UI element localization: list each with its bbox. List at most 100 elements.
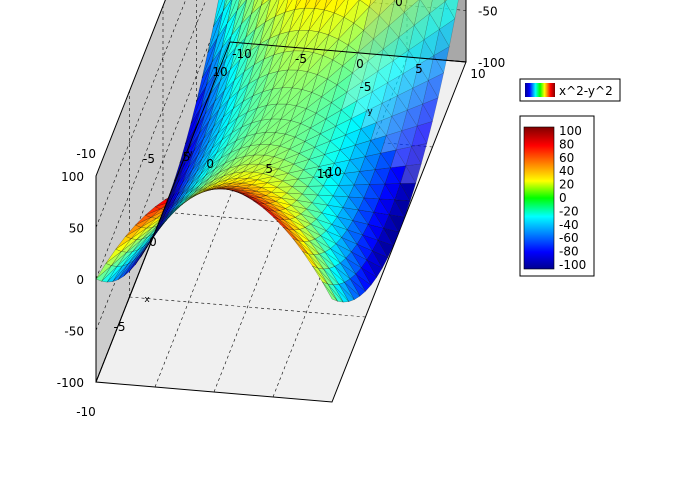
surface-facet — [324, 0, 338, 14]
surface-facet — [443, 0, 446, 2]
y-tick-top-label: 0 — [206, 157, 214, 171]
surface-facet — [371, 82, 388, 104]
z-tick-right-label: -50 — [478, 5, 498, 19]
surface-facet — [407, 103, 423, 127]
surface-facet — [227, 0, 237, 24]
y-tick-label: 10 — [470, 67, 485, 81]
colorbar-tick-label: -40 — [559, 218, 579, 232]
axis-edge — [95, 41, 231, 383]
colorbar-gradient — [523, 126, 555, 270]
colorbar-tick-label: 60 — [559, 151, 574, 165]
legend: x^2-y^2 — [519, 78, 621, 102]
surface-facet — [251, 0, 263, 15]
z-tick-left-label: -100 — [57, 376, 84, 390]
z-tick-left-label: 50 — [69, 222, 84, 236]
surface-facet — [444, 0, 459, 20]
surface-facet — [444, 0, 448, 2]
surface-facet — [378, 0, 395, 17]
surface-facet — [237, 0, 242, 11]
surface-facet — [360, 122, 377, 141]
x-tick-label: 10 — [212, 65, 227, 79]
surface-facet — [341, 100, 358, 119]
z-tick-left-label: 0 — [76, 273, 84, 287]
surface-facet — [260, 0, 264, 6]
surface-facet — [373, 25, 390, 50]
surface-facet — [412, 80, 429, 105]
surface-facet — [392, 49, 409, 75]
surface-facet — [411, 143, 428, 165]
surface-facet — [350, 110, 367, 130]
surface-facet — [394, 0, 396, 2]
surface-facet — [265, 0, 278, 23]
surface-facet — [314, 0, 321, 9]
y-tick-label: 5 — [415, 62, 423, 76]
x-tick-label: -10 — [76, 405, 96, 419]
surface-facet — [422, 97, 439, 122]
surface-facet — [368, 0, 377, 8]
colorbar-tick-label: 100 — [559, 124, 582, 138]
colorbar-tick-label: -60 — [559, 231, 579, 245]
grid-line — [154, 46, 290, 388]
surface-facet — [402, 64, 419, 89]
surface-facet — [284, 0, 293, 13]
x-tick-label: 5 — [183, 150, 191, 164]
x-tick-top-label: -5 — [360, 80, 372, 94]
surface-facet — [222, 0, 231, 11]
surface-facet — [401, 125, 418, 148]
surface-facet — [381, 95, 398, 117]
surface-facet — [369, 0, 383, 16]
surface-facet — [390, 165, 407, 184]
surface-facet — [405, 163, 422, 184]
surface-facet — [429, 0, 446, 14]
y-tick-label: 0 — [356, 57, 364, 71]
y-axis-label-top: y — [187, 149, 193, 159]
grid-line — [95, 0, 186, 228]
surface-facet — [359, 0, 371, 8]
y-tick-top-label: 5 — [265, 162, 273, 176]
y-tick-top-label: -5 — [143, 152, 155, 166]
surface-facet — [383, 36, 400, 62]
legend-label: x^2-y^2 — [559, 84, 613, 98]
surface-facet — [237, 0, 247, 11]
colorbar-tick-label: -20 — [559, 204, 579, 218]
surface-facet — [251, 0, 258, 15]
surface-facet — [423, 28, 440, 57]
surface-facet — [294, 0, 307, 10]
y-axis-label: y — [367, 107, 373, 117]
surface-facet — [284, 0, 298, 13]
surface-facet — [352, 60, 369, 82]
surface-facet — [420, 0, 433, 14]
surface-facet — [363, 14, 380, 40]
axis-edge — [229, 41, 467, 63]
grid-line — [95, 0, 207, 280]
surface-facet — [386, 130, 402, 151]
surface-facet — [222, 0, 228, 11]
colorbar-tick-label: -100 — [559, 258, 586, 272]
surface-facet — [314, 0, 327, 10]
surface-facet — [241, 0, 253, 24]
surface-facet — [213, 0, 223, 27]
y-tick-top-label: -10 — [76, 147, 96, 161]
legend-swatch — [525, 83, 555, 97]
surface-facet — [304, 0, 311, 9]
x-tick-top-label: -10 — [322, 165, 342, 179]
colorbar-tick-label: -80 — [559, 245, 579, 259]
z-tick-right-label: -100 — [478, 56, 505, 70]
colorbar-tick-label: 80 — [559, 137, 574, 151]
z-tick-left-label: 100 — [61, 170, 84, 184]
colorbar-tick-label: 0 — [559, 191, 567, 205]
x-tick-top-label: 0 — [395, 0, 403, 9]
surface-facet — [404, 0, 419, 13]
y-tick-top-label: 10 — [317, 167, 332, 181]
axis-frame — [95, 0, 467, 383]
tick-labels: -10-50510-10-50510-100-50050100-100-5005… — [57, 0, 505, 419]
surface-facet — [413, 12, 430, 41]
axis-labels: xyxy — [144, 107, 373, 305]
surface-facet — [260, 0, 270, 6]
surface-facet — [393, 0, 395, 2]
colorbar-tick-label: 40 — [559, 164, 574, 178]
x-tick-label: 0 — [149, 235, 157, 249]
x-tick-label: -5 — [114, 320, 126, 334]
surface-facet — [275, 0, 285, 17]
